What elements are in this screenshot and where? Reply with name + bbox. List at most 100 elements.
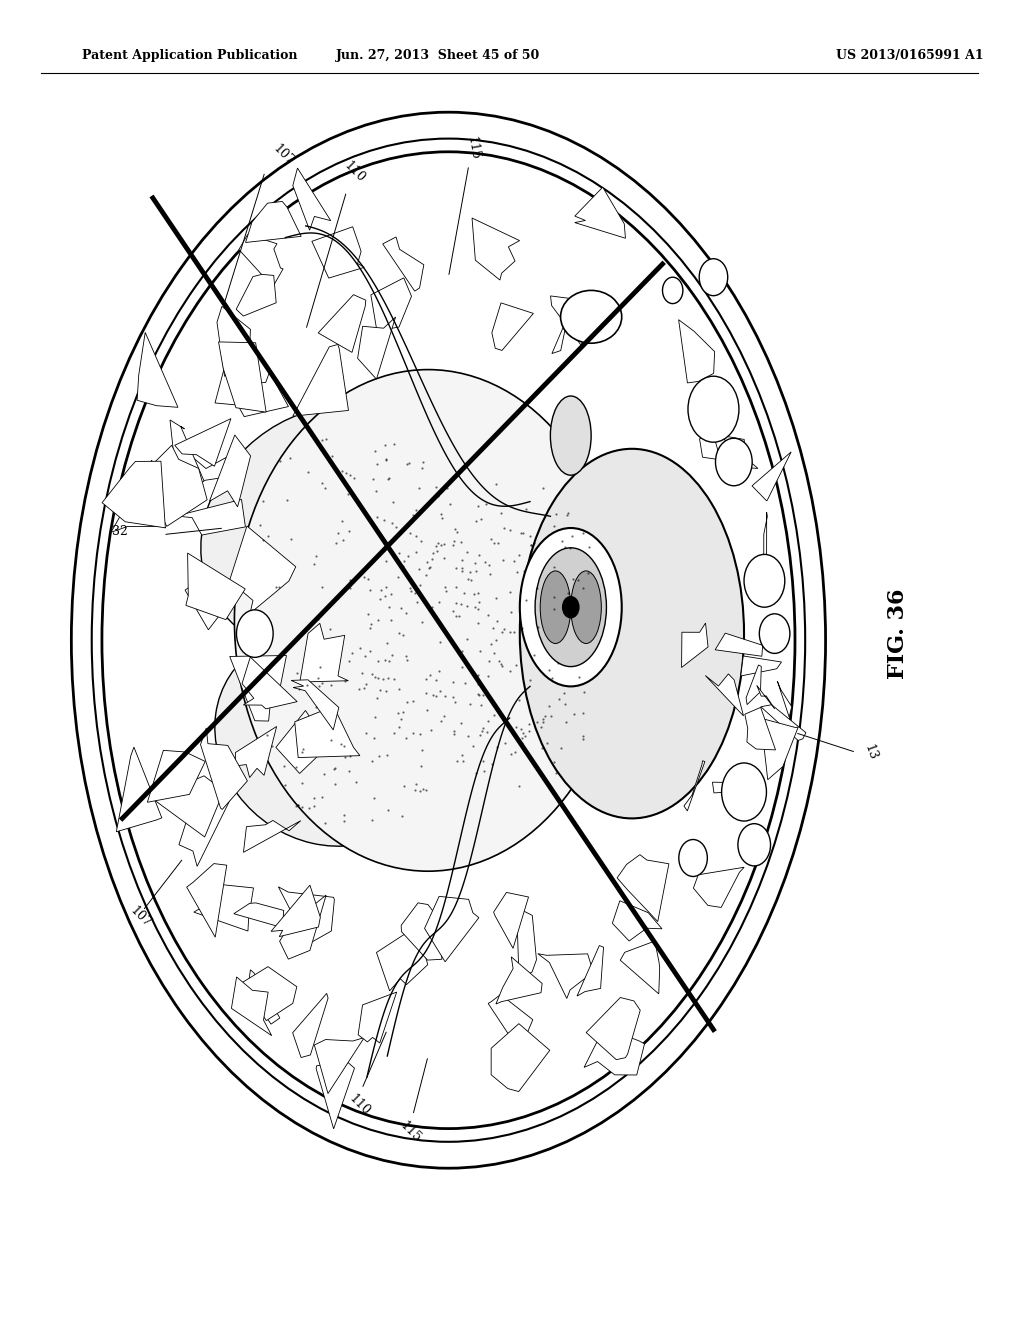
Point (378, 449, 394, 470)
Point (490, 651, 507, 672)
Point (433, 710, 450, 731)
Point (459, 628, 475, 649)
Point (357, 675, 374, 696)
Point (488, 737, 505, 758)
Polygon shape (117, 747, 162, 832)
Ellipse shape (520, 449, 744, 818)
Polygon shape (275, 710, 329, 774)
Point (535, 711, 551, 733)
Point (546, 598, 562, 619)
Point (282, 447, 298, 469)
Point (496, 517, 512, 539)
Polygon shape (586, 998, 640, 1060)
Point (535, 478, 551, 499)
Point (570, 569, 587, 590)
Point (313, 429, 330, 450)
Point (463, 569, 479, 590)
Point (526, 532, 543, 553)
Point (470, 673, 486, 694)
Polygon shape (229, 656, 287, 721)
Point (303, 425, 319, 446)
Point (470, 684, 486, 705)
Point (441, 494, 458, 515)
Polygon shape (244, 821, 301, 853)
Polygon shape (744, 708, 775, 750)
Point (515, 523, 531, 544)
Ellipse shape (520, 528, 622, 686)
Polygon shape (488, 994, 532, 1051)
Circle shape (699, 259, 728, 296)
Point (367, 441, 383, 462)
Point (267, 577, 284, 598)
Point (414, 458, 430, 479)
Point (515, 722, 531, 743)
Point (472, 694, 488, 715)
Polygon shape (242, 966, 297, 1020)
Point (559, 503, 575, 524)
Point (511, 776, 527, 797)
Point (495, 709, 511, 730)
Point (364, 612, 380, 634)
Point (264, 735, 281, 756)
Point (346, 467, 362, 488)
Point (502, 622, 518, 643)
Point (488, 610, 505, 631)
Point (470, 591, 486, 612)
Point (344, 643, 360, 664)
Point (369, 480, 385, 502)
Point (539, 733, 555, 754)
Point (444, 671, 461, 692)
Point (370, 668, 386, 689)
Polygon shape (715, 634, 763, 656)
Point (336, 810, 352, 832)
Point (407, 582, 423, 603)
Polygon shape (757, 685, 774, 709)
Text: 110: 110 (346, 1092, 373, 1118)
Point (511, 689, 527, 710)
Point (447, 606, 464, 627)
Point (459, 541, 475, 562)
Point (361, 642, 378, 663)
Point (395, 556, 412, 577)
Point (423, 719, 439, 741)
Point (430, 486, 446, 507)
Circle shape (722, 763, 766, 821)
Point (506, 550, 522, 572)
Polygon shape (746, 665, 761, 705)
Point (447, 557, 464, 578)
Point (558, 711, 574, 733)
Point (465, 735, 481, 756)
Polygon shape (538, 953, 593, 998)
Point (432, 681, 449, 702)
Point (446, 531, 463, 552)
Point (550, 652, 566, 673)
Point (359, 603, 376, 624)
Point (396, 775, 413, 796)
Point (438, 477, 455, 498)
Point (454, 531, 470, 552)
Point (278, 775, 294, 796)
Point (341, 760, 357, 781)
Point (467, 511, 483, 532)
Point (380, 469, 396, 490)
Point (515, 561, 531, 582)
Point (447, 593, 464, 614)
Point (470, 612, 486, 634)
Point (470, 665, 486, 686)
Polygon shape (740, 656, 781, 676)
Point (351, 678, 368, 700)
Point (493, 653, 509, 675)
Point (383, 610, 399, 631)
Point (391, 717, 408, 738)
Circle shape (679, 840, 708, 876)
Point (378, 577, 394, 598)
Point (505, 620, 521, 642)
Point (398, 649, 415, 671)
Point (493, 503, 509, 524)
Point (333, 734, 349, 755)
Point (335, 529, 351, 550)
Point (483, 634, 500, 655)
Point (306, 553, 323, 574)
Point (400, 453, 417, 474)
Point (514, 618, 530, 639)
